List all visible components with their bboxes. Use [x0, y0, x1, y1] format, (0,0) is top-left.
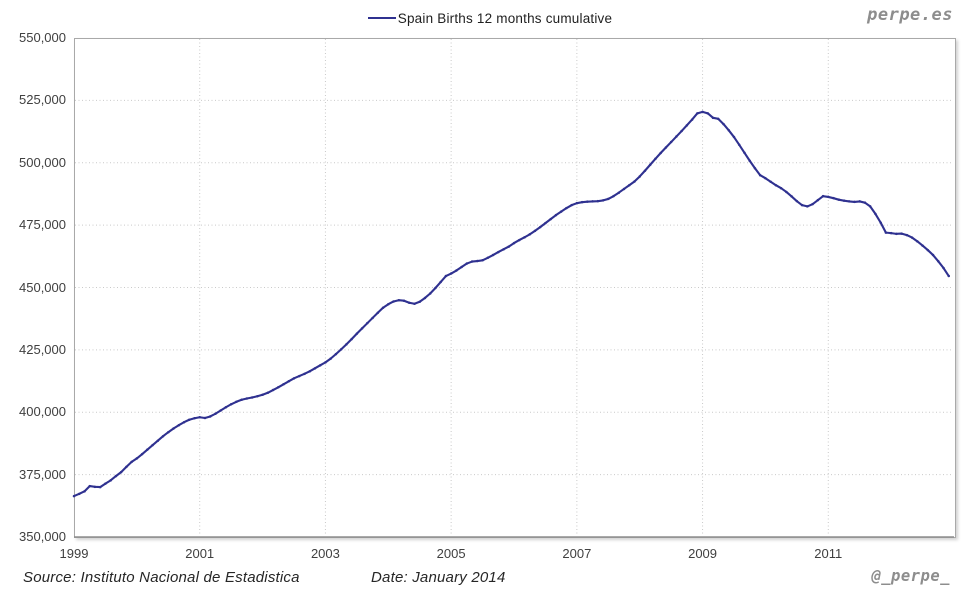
- legend-label: Spain Births 12 months cumulative: [397, 10, 613, 26]
- brand-logo: perpe.es: [867, 5, 953, 25]
- x-tick-label: 2009: [688, 546, 718, 561]
- y-tick-label: 450,000: [19, 279, 66, 295]
- y-tick-label: 350,000: [19, 529, 66, 544]
- y-tick-label: 550,000: [19, 30, 66, 45]
- plot-frame: [74, 38, 956, 538]
- x-tick-label: 2003: [310, 546, 340, 561]
- date-note: Date: January 2014: [371, 569, 506, 586]
- chart-legend: Spain Births 12 months cumulative: [0, 8, 980, 28]
- x-tick-label: 1999: [59, 546, 89, 561]
- y-tick-label: 375,000: [19, 466, 66, 482]
- x-tick-label: 2005: [436, 546, 466, 561]
- y-tick-label: 525,000: [19, 92, 66, 108]
- y-tick-label: 475,000: [19, 217, 66, 233]
- y-tick-label: 400,000: [19, 404, 66, 420]
- legend-line-swatch: [367, 17, 396, 19]
- twitter-handle: @_perpe_: [871, 567, 950, 585]
- x-tick-label: 2007: [562, 546, 592, 561]
- y-tick-label: 500,000: [19, 154, 66, 170]
- y-tick-label: 425,000: [19, 341, 66, 357]
- x-tick-label: 2011: [814, 546, 843, 561]
- source-note: Source: Instituto Nacional de Estadistic…: [23, 569, 300, 586]
- x-tick-label: 2001: [185, 546, 215, 561]
